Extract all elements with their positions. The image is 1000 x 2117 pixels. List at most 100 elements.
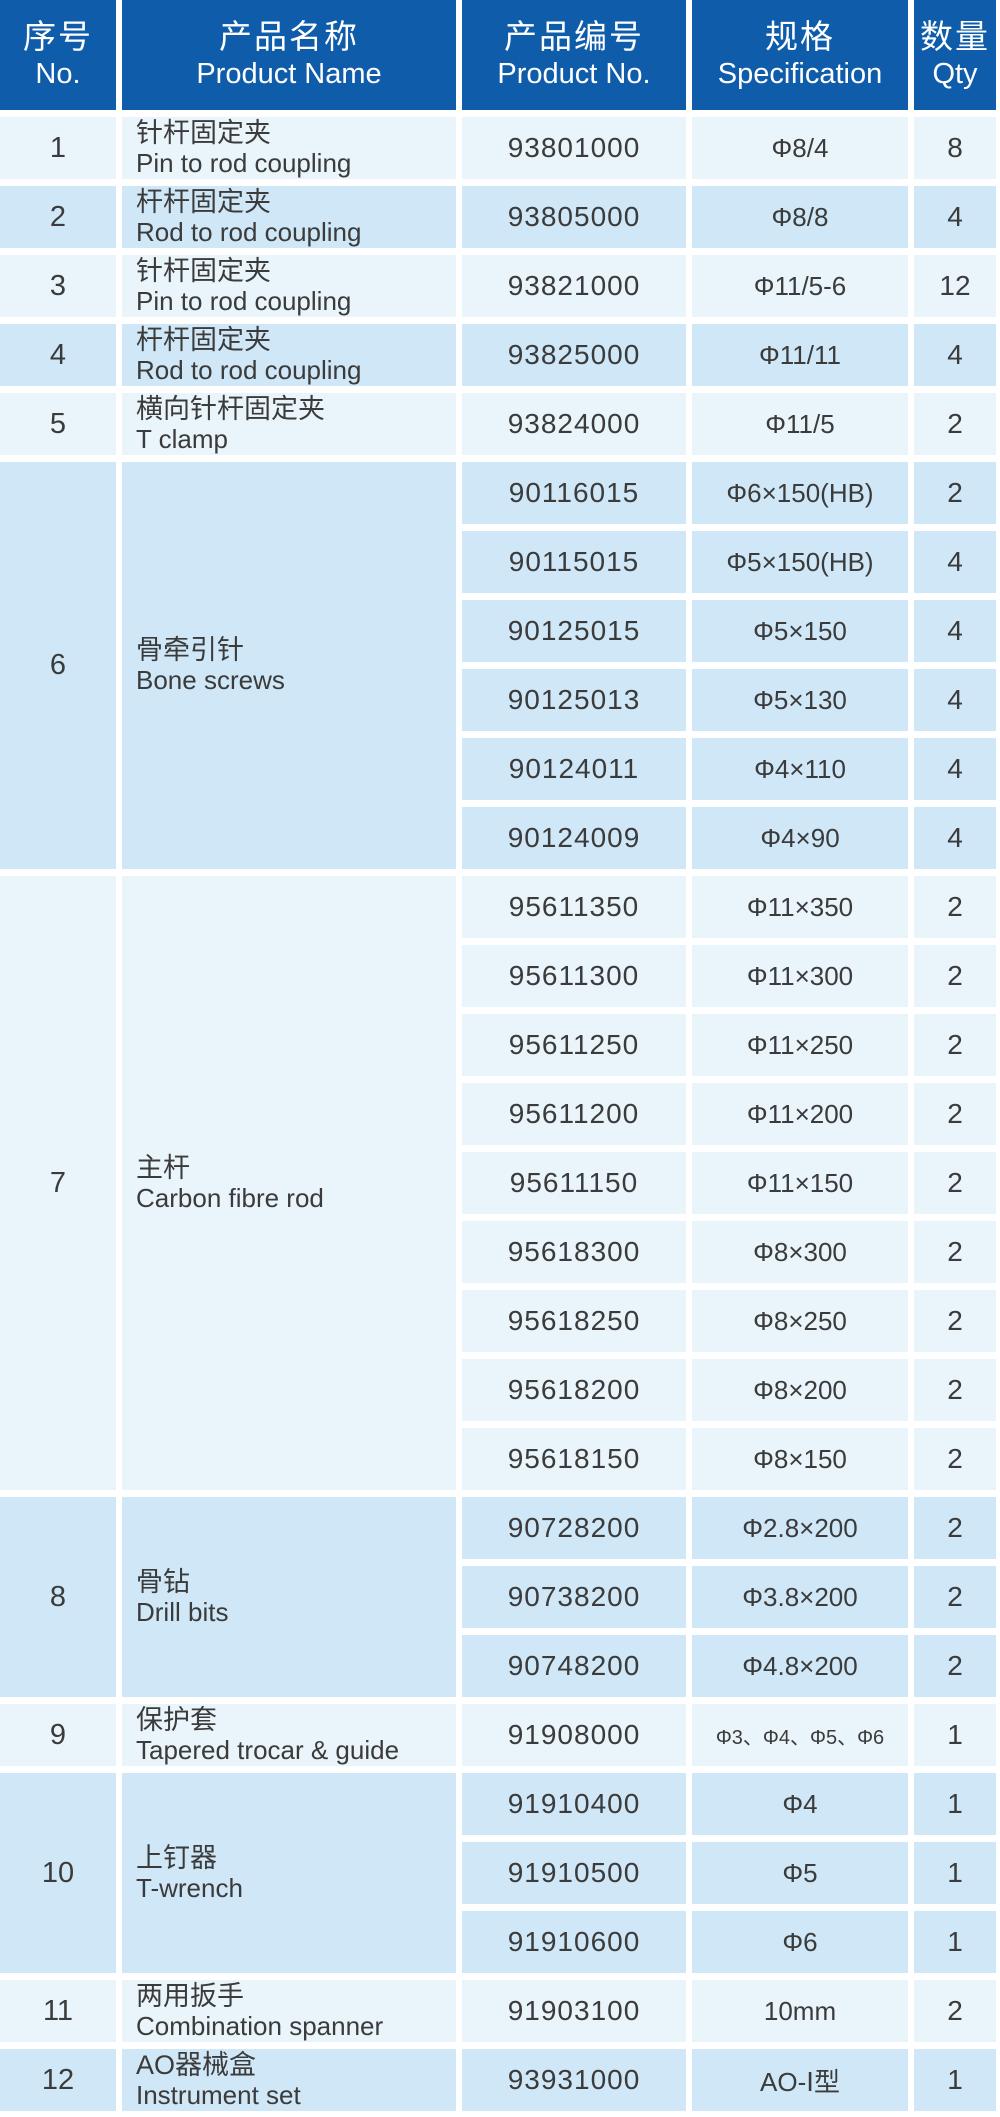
qty-cell: 4 (914, 186, 996, 248)
product-name-cell: AO器械盒 Instrument set (122, 2049, 456, 2111)
spec-cell: Φ8×300 (692, 1221, 908, 1283)
spec-cell: Φ3.8×200 (692, 1566, 908, 1628)
qty-cell: 2 (914, 1221, 996, 1283)
spec-cell: Φ2.8×200 (692, 1497, 908, 1559)
qty-cell: 4 (914, 531, 996, 593)
row-number-cell: 8 (0, 1497, 116, 1697)
product-name-cell: 主杆 Carbon fibre rod (122, 876, 456, 1490)
spec-cell: Φ11×350 (692, 876, 908, 938)
product-name-cell: 上钉器 T-wrench (122, 1773, 456, 1973)
table-body: 1 针杆固定夹 Pin to rod coupling 93801000 Φ8/4 8 2 杆… (0, 117, 1000, 2111)
product-name-en: Instrument set (136, 2079, 301, 2110)
spec-cell: Φ5×130 (692, 669, 908, 731)
product-name-en: Pin to rod coupling (136, 147, 352, 178)
spec-cell: Φ11/5-6 (692, 255, 908, 317)
header-col-no-en: No. (35, 58, 81, 91)
spec-cell: Φ4×90 (692, 807, 908, 869)
qty-cell: 12 (914, 255, 996, 317)
product-code-cell: 95618250 (462, 1290, 686, 1352)
product-name-en: Bone screws (136, 665, 285, 696)
row-number-cell: 5 (0, 393, 116, 455)
row-number-cell: 3 (0, 255, 116, 317)
product-code-cell: 95611350 (462, 876, 686, 938)
product-name-en: Carbon fibre rod (136, 1182, 324, 1213)
qty-cell: 2 (914, 1635, 996, 1697)
qty-cell: 4 (914, 807, 996, 869)
product-code-cell: 95611250 (462, 1014, 686, 1076)
spec-cell: Φ11/5 (692, 393, 908, 455)
spec-cell: Φ8/8 (692, 186, 908, 248)
product-code-cell: 95611200 (462, 1083, 686, 1145)
product-name-zh: AO器械盒 (136, 2049, 257, 2080)
header-col-product-no-en: Product No. (497, 58, 651, 91)
product-name-zh: 横向针杆固定夹 (136, 393, 325, 424)
qty-cell: 4 (914, 324, 996, 386)
qty-cell: 1 (914, 1773, 996, 1835)
spec-cell: Φ11×250 (692, 1014, 908, 1076)
product-name-cell: 骨钻 Drill bits (122, 1497, 456, 1697)
product-code-cell: 95618200 (462, 1359, 686, 1421)
product-name-zh: 上钉器 (136, 1842, 217, 1873)
qty-cell: 2 (914, 1014, 996, 1076)
product-name-zh: 主杆 (136, 1152, 190, 1183)
spec-cell: Φ8×200 (692, 1359, 908, 1421)
product-name-cell: 杆杆固定夹 Rod to rod coupling (122, 186, 456, 248)
spec-cell: Φ6×150(HB) (692, 462, 908, 524)
spec-cell: Φ6 (692, 1911, 908, 1973)
spec-cell: Φ3、Φ4、Φ5、Φ6 (692, 1704, 908, 1766)
product-code-cell: 90125015 (462, 600, 686, 662)
product-code-cell: 90728200 (462, 1497, 686, 1559)
header-col-qty: 数量 Qty (914, 0, 996, 110)
spec-cell: Φ5 (692, 1842, 908, 1904)
qty-cell: 2 (914, 876, 996, 938)
qty-cell: 2 (914, 945, 996, 1007)
qty-cell: 1 (914, 1842, 996, 1904)
product-code-cell: 93805000 (462, 186, 686, 248)
product-name-zh: 两用扳手 (136, 1980, 244, 2011)
product-code-cell: 91910500 (462, 1842, 686, 1904)
product-name-cell: 骨牵引针 Bone screws (122, 462, 456, 869)
product-name-en: Combination spanner (136, 2010, 384, 2041)
product-code-cell: 93821000 (462, 255, 686, 317)
product-name-cell: 杆杆固定夹 Rod to rod coupling (122, 324, 456, 386)
header-col-product-name-en: Product Name (196, 58, 382, 91)
qty-cell: 2 (914, 1290, 996, 1352)
product-name-en: T-wrench (136, 1872, 243, 1903)
product-code-cell: 91908000 (462, 1704, 686, 1766)
row-number-cell: 10 (0, 1773, 116, 1973)
product-code-cell: 95618300 (462, 1221, 686, 1283)
qty-cell: 4 (914, 600, 996, 662)
row-number-cell: 7 (0, 876, 116, 1490)
spec-cell: 10mm (692, 1980, 908, 2042)
product-code-cell: 90124011 (462, 738, 686, 800)
spec-cell: Φ4.8×200 (692, 1635, 908, 1697)
product-name-cell: 横向针杆固定夹 T clamp (122, 393, 456, 455)
header-col-no-zh: 序号 (23, 18, 93, 56)
product-code-cell: 90738200 (462, 1566, 686, 1628)
spec-cell: Φ11/11 (692, 324, 908, 386)
product-name-cell: 保护套 Tapered trocar & guide (122, 1704, 456, 1766)
product-name-cell: 针杆固定夹 Pin to rod coupling (122, 255, 456, 317)
product-name-en: T clamp (136, 423, 228, 454)
product-name-en: Rod to rod coupling (136, 354, 362, 385)
product-code-cell: 90115015 (462, 531, 686, 593)
spec-cell: Φ11×200 (692, 1083, 908, 1145)
product-code-cell: 91910400 (462, 1773, 686, 1835)
spec-cell: Φ8/4 (692, 117, 908, 179)
product-name-zh: 针杆固定夹 (136, 255, 271, 286)
product-name-en: Rod to rod coupling (136, 216, 362, 247)
header-col-specification: 规格 Specification (692, 0, 908, 110)
product-name-zh: 针杆固定夹 (136, 117, 271, 148)
product-code-cell: 95618150 (462, 1428, 686, 1490)
product-code-cell: 90748200 (462, 1635, 686, 1697)
product-code-cell: 93931000 (462, 2049, 686, 2111)
qty-cell: 2 (914, 1566, 996, 1628)
qty-cell: 1 (914, 1704, 996, 1766)
row-number-cell: 4 (0, 324, 116, 386)
spec-cell: Φ8×150 (692, 1428, 908, 1490)
header-col-qty-zh: 数量 (920, 18, 990, 56)
product-name-cell: 针杆固定夹 Pin to rod coupling (122, 117, 456, 179)
header-col-product-name: 产品名称 Product Name (122, 0, 456, 110)
qty-cell: 4 (914, 738, 996, 800)
qty-cell: 4 (914, 669, 996, 731)
